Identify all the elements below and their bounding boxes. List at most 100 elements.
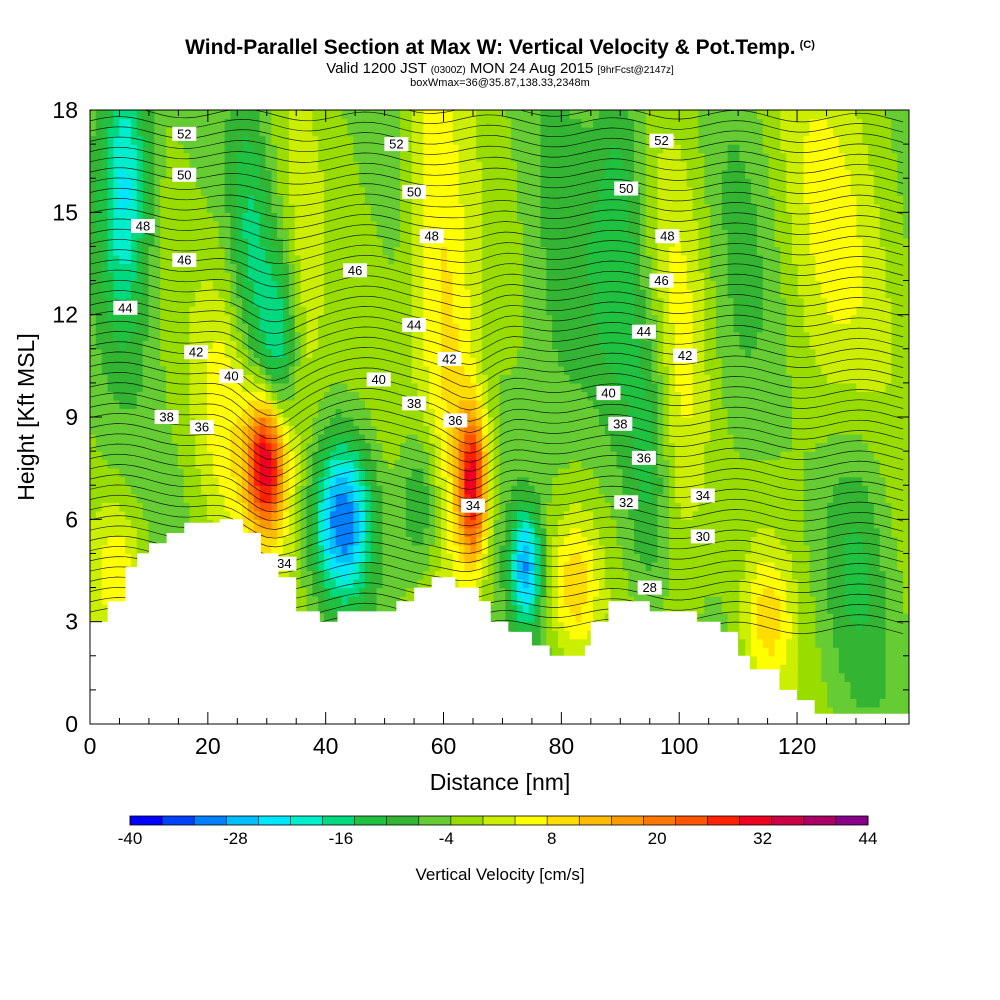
velocity-cell bbox=[253, 527, 261, 537]
velocity-cell bbox=[271, 459, 278, 469]
velocity-cell bbox=[90, 331, 97, 341]
velocity-cell bbox=[382, 203, 389, 213]
velocity-cell bbox=[324, 579, 331, 589]
velocity-cell bbox=[271, 408, 278, 418]
velocity-cell bbox=[365, 178, 372, 188]
velocity-cell bbox=[388, 289, 395, 299]
velocity-cell bbox=[125, 195, 132, 205]
velocity-cell bbox=[359, 203, 366, 213]
velocity-cell bbox=[148, 289, 155, 299]
velocity-cell bbox=[458, 408, 465, 418]
velocity-cell bbox=[136, 144, 144, 154]
velocity-cell bbox=[148, 169, 155, 179]
velocity-cell bbox=[324, 118, 331, 128]
velocity-cell bbox=[283, 519, 290, 529]
velocity-cell bbox=[446, 237, 454, 247]
velocity-cell bbox=[365, 340, 372, 350]
velocity-cell bbox=[230, 434, 237, 444]
velocity-cell bbox=[265, 357, 272, 367]
velocity-cell bbox=[230, 314, 237, 324]
velocity-cell bbox=[90, 502, 97, 512]
velocity-cell bbox=[423, 468, 430, 478]
velocity-cell bbox=[265, 374, 272, 384]
velocity-cell bbox=[470, 382, 477, 392]
velocity-cell bbox=[95, 289, 103, 299]
velocity-cell bbox=[130, 519, 138, 529]
velocity-cell bbox=[271, 544, 278, 554]
velocity-cell bbox=[101, 178, 109, 188]
velocity-cell bbox=[201, 399, 208, 409]
velocity-cell bbox=[476, 280, 483, 290]
velocity-cell bbox=[253, 246, 261, 256]
velocity-cell bbox=[224, 127, 231, 137]
velocity-cell bbox=[160, 229, 167, 239]
velocity-cell bbox=[312, 468, 319, 478]
velocity-cell bbox=[201, 314, 208, 324]
velocity-cell bbox=[347, 399, 354, 409]
velocity-cell bbox=[142, 408, 150, 418]
velocity-cell bbox=[248, 417, 255, 427]
velocity-cell bbox=[90, 510, 97, 520]
velocity-cell bbox=[376, 178, 383, 188]
velocity-cell bbox=[142, 459, 150, 469]
velocity-cell bbox=[230, 340, 237, 350]
velocity-cell bbox=[230, 169, 237, 179]
velocity-cell bbox=[405, 118, 413, 128]
velocity-cell bbox=[353, 442, 360, 452]
velocity-cell bbox=[312, 425, 319, 435]
velocity-cell bbox=[324, 255, 331, 265]
velocity-cell bbox=[294, 476, 302, 486]
velocity-cell bbox=[353, 297, 360, 307]
velocity-cell bbox=[107, 596, 114, 606]
velocity-cell bbox=[411, 579, 419, 589]
velocity-cell bbox=[130, 476, 138, 486]
velocity-cell bbox=[388, 365, 395, 375]
velocity-cell bbox=[411, 144, 419, 154]
velocity-cell bbox=[242, 399, 249, 409]
velocity-cell bbox=[136, 135, 144, 145]
velocity-cell bbox=[142, 280, 150, 290]
velocity-cell bbox=[318, 382, 325, 392]
velocity-cell bbox=[405, 255, 413, 265]
velocity-cell bbox=[423, 127, 430, 137]
velocity-cell bbox=[353, 314, 360, 324]
velocity-cell bbox=[271, 391, 278, 401]
velocity-cell bbox=[370, 562, 378, 572]
velocity-cell bbox=[324, 519, 331, 529]
velocity-cell bbox=[382, 553, 389, 563]
velocity-cell bbox=[271, 519, 278, 529]
velocity-cell bbox=[130, 314, 138, 324]
velocity-cell bbox=[405, 280, 413, 290]
velocity-cell bbox=[259, 434, 267, 444]
velocity-cell bbox=[359, 340, 366, 350]
velocity-cell bbox=[441, 536, 448, 546]
velocity-cell bbox=[253, 152, 261, 162]
velocity-cell bbox=[353, 365, 360, 375]
velocity-cell bbox=[335, 314, 343, 324]
velocity-cell bbox=[423, 169, 430, 179]
velocity-cell bbox=[487, 434, 495, 444]
velocity-cell bbox=[341, 118, 348, 128]
velocity-cell bbox=[154, 536, 161, 546]
velocity-cell bbox=[481, 118, 489, 128]
velocity-cell bbox=[312, 459, 319, 469]
velocity-cell bbox=[452, 502, 460, 512]
velocity-cell bbox=[236, 314, 243, 324]
velocity-cell bbox=[306, 579, 313, 589]
velocity-cell bbox=[458, 289, 465, 299]
velocity-cell bbox=[446, 340, 454, 350]
velocity-cell bbox=[242, 161, 249, 171]
velocity-cell bbox=[359, 289, 366, 299]
velocity-cell bbox=[359, 118, 366, 128]
velocity-cell bbox=[283, 306, 290, 316]
velocity-cell bbox=[435, 536, 442, 546]
velocity-cell bbox=[335, 442, 343, 452]
velocity-cell bbox=[400, 169, 407, 179]
velocity-cell bbox=[160, 493, 167, 503]
velocity-cell bbox=[429, 255, 436, 265]
velocity-cell bbox=[125, 399, 132, 409]
velocity-cell bbox=[452, 272, 460, 282]
velocity-cell bbox=[248, 237, 255, 247]
velocity-cell bbox=[394, 365, 401, 375]
velocity-cell bbox=[388, 468, 395, 478]
